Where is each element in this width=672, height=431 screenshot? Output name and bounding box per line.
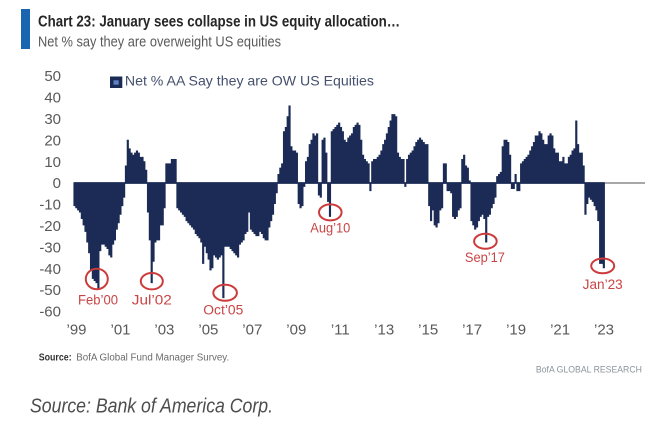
svg-text:’05: ’05 bbox=[198, 322, 218, 339]
svg-text:’09: ’09 bbox=[286, 322, 306, 339]
svg-text:Net % AA Say they are OW US Eq: Net % AA Say they are OW US Equities bbox=[125, 72, 374, 88]
svg-text:’01: ’01 bbox=[110, 322, 130, 339]
svg-text:Jul’02: Jul’02 bbox=[132, 293, 172, 308]
svg-text:BofA GLOBAL RESEARCH: BofA GLOBAL RESEARCH bbox=[536, 365, 642, 375]
svg-text:10: 10 bbox=[44, 154, 61, 171]
svg-text:-50: -50 bbox=[39, 282, 61, 299]
svg-text:50: 50 bbox=[44, 68, 61, 85]
svg-text:0: 0 bbox=[53, 175, 61, 192]
svg-text:’99: ’99 bbox=[66, 322, 86, 339]
svg-text:Sep’17: Sep’17 bbox=[465, 250, 505, 265]
svg-text:-60: -60 bbox=[39, 304, 61, 321]
svg-text:Net % say they are overweight: Net % say they are overweight US equitie… bbox=[38, 34, 281, 51]
svg-text:Chart 23: January sees collaps: Chart 23: January sees collapse in US eq… bbox=[38, 14, 400, 31]
svg-text:’15: ’15 bbox=[418, 322, 438, 339]
svg-text:20: 20 bbox=[44, 132, 61, 149]
svg-text:40: 40 bbox=[44, 90, 61, 107]
svg-text:Jan’23: Jan’23 bbox=[583, 277, 623, 292]
svg-text:Feb’00: Feb’00 bbox=[78, 293, 118, 308]
svg-text:Source: Bank of America Corp.: Source: Bank of America Corp. bbox=[30, 396, 273, 418]
svg-text:-10: -10 bbox=[39, 197, 61, 214]
svg-text:’07: ’07 bbox=[242, 322, 262, 339]
svg-text:-20: -20 bbox=[39, 218, 61, 235]
svg-text:’23: ’23 bbox=[594, 322, 614, 339]
svg-text:Aug’10: Aug’10 bbox=[310, 221, 350, 236]
svg-text:Oct’05: Oct’05 bbox=[203, 303, 243, 318]
svg-text:’03: ’03 bbox=[154, 322, 174, 339]
svg-text:-40: -40 bbox=[39, 261, 61, 278]
svg-text:’11: ’11 bbox=[331, 322, 350, 339]
svg-text:-30: -30 bbox=[39, 239, 61, 256]
svg-text:’13: ’13 bbox=[374, 322, 394, 339]
svg-text:30: 30 bbox=[44, 111, 61, 128]
svg-text:’21: ’21 bbox=[550, 322, 570, 339]
svg-text:’17: ’17 bbox=[462, 322, 482, 339]
svg-text:BofA Global Fund Manager Surve: BofA Global Fund Manager Survey. bbox=[76, 353, 229, 364]
svg-text:Source:: Source: bbox=[39, 353, 72, 364]
svg-text:’19: ’19 bbox=[506, 322, 526, 339]
